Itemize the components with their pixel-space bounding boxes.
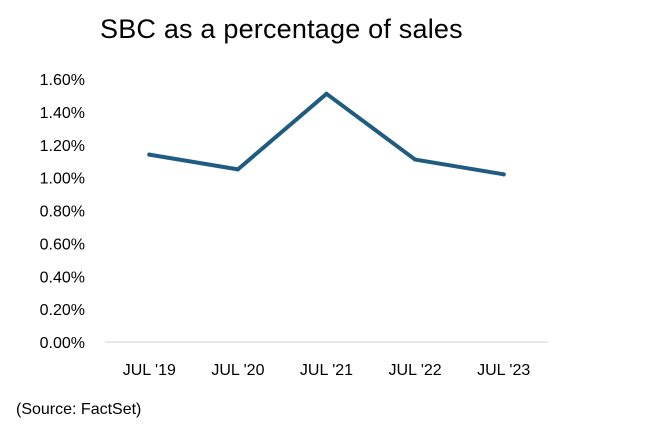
chart-title: SBC as a percentage of sales	[100, 14, 463, 44]
y-tick-label: 0.20%	[40, 302, 85, 319]
data-point	[147, 152, 152, 157]
data-point	[324, 91, 329, 96]
series-layer	[147, 91, 506, 177]
y-tick-label: 1.00%	[40, 171, 85, 188]
y-tick-label: 0.60%	[40, 236, 85, 253]
source-note: (Source: FactSet)	[16, 401, 142, 418]
y-tick-label: 1.20%	[40, 138, 85, 155]
y-tick-label: 1.60%	[40, 72, 85, 89]
data-point	[413, 157, 418, 162]
x-tick-label: JUL '21	[300, 362, 353, 379]
series-line	[147, 91, 506, 177]
y-tick-label: 0.80%	[40, 204, 85, 221]
y-tick-label: 1.40%	[40, 105, 85, 122]
data-point	[501, 172, 506, 177]
y-axis: 0.00% 0.20% 0.40% 0.60% 0.80% 1.00% 1.20% 1.40%…	[40, 72, 85, 352]
y-tick-label: 0.40%	[40, 269, 85, 286]
data-point	[235, 167, 240, 172]
x-tick-label: JUL '22	[389, 362, 442, 379]
x-tick-label: JUL '20	[211, 362, 264, 379]
x-axis: JUL '19 JUL '20 JUL '21 JUL '22 JUL '23	[105, 341, 548, 379]
y-tick-label: 0.00%	[40, 335, 85, 352]
x-tick-label: JUL '23	[477, 362, 530, 379]
x-tick-label: JUL '19	[123, 362, 176, 379]
